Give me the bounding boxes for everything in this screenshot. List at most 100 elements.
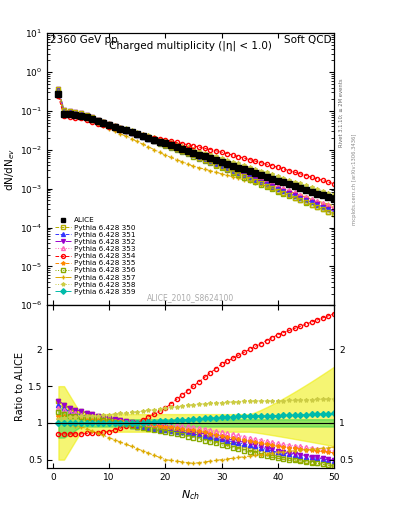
Pythia 6.428 354: [286, 167, 291, 174]
Pythia 6.428 355: [332, 205, 336, 211]
Line: Pythia 6.428 358: Pythia 6.428 358: [56, 91, 336, 197]
Pythia 6.428 358: [208, 151, 213, 157]
Pythia 6.428 357: [202, 166, 207, 172]
Pythia 6.428 358: [292, 179, 297, 185]
Pythia 6.428 355: [275, 184, 280, 190]
Pythia 6.428 350: [107, 121, 111, 127]
Pythia 6.428 351: [230, 167, 235, 174]
ALICE: [112, 124, 117, 130]
Pythia 6.428 352: [309, 199, 314, 205]
Pythia 6.428 350: [208, 159, 213, 165]
Pythia 6.428 355: [208, 158, 213, 164]
Pythia 6.428 350: [67, 108, 72, 114]
ALICE: [185, 148, 190, 154]
Pythia 6.428 358: [129, 127, 134, 133]
Pythia 6.428 354: [140, 132, 145, 138]
Pythia 6.428 353: [213, 159, 218, 165]
Pythia 6.428 355: [90, 115, 95, 121]
Pythia 6.428 355: [326, 203, 331, 209]
ALICE: [208, 155, 213, 161]
Pythia 6.428 351: [281, 188, 286, 195]
Pythia 6.428 352: [174, 145, 179, 152]
ALICE: [62, 111, 66, 117]
Pythia 6.428 351: [107, 121, 111, 127]
Line: Pythia 6.428 356: Pythia 6.428 356: [56, 89, 336, 216]
Pythia 6.428 353: [253, 174, 258, 180]
Pythia 6.428 350: [157, 140, 162, 146]
Pythia 6.428 358: [101, 118, 106, 124]
Pythia 6.428 359: [270, 174, 275, 180]
Pythia 6.428 350: [281, 190, 286, 196]
Pythia 6.428 353: [247, 172, 252, 178]
Pythia 6.428 355: [135, 131, 140, 137]
Pythia 6.428 356: [242, 175, 246, 181]
Pythia 6.428 357: [67, 112, 72, 118]
Pythia 6.428 352: [107, 121, 111, 127]
Pythia 6.428 351: [247, 174, 252, 180]
ALICE: [259, 172, 263, 178]
Pythia 6.428 353: [163, 141, 168, 147]
Pythia 6.428 352: [281, 188, 286, 194]
Pythia 6.428 354: [320, 177, 325, 183]
Pythia 6.428 350: [79, 110, 83, 116]
Pythia 6.428 353: [202, 155, 207, 161]
Pythia 6.428 357: [180, 159, 185, 165]
Pythia 6.428 351: [332, 208, 336, 215]
Pythia 6.428 359: [315, 188, 320, 195]
Pythia 6.428 351: [320, 204, 325, 210]
Pythia 6.428 357: [73, 113, 78, 119]
Pythia 6.428 358: [196, 147, 201, 154]
Pythia 6.428 351: [157, 140, 162, 146]
Pythia 6.428 356: [320, 206, 325, 212]
Pythia 6.428 353: [73, 110, 78, 116]
ALICE: [219, 159, 224, 165]
Pythia 6.428 358: [286, 177, 291, 183]
Text: mcplots.cern.ch [arXiv:1306.3436]: mcplots.cern.ch [arXiv:1306.3436]: [352, 134, 357, 225]
Pythia 6.428 351: [152, 138, 156, 144]
Pythia 6.428 350: [259, 180, 263, 186]
Pythia 6.428 351: [169, 144, 173, 151]
Pythia 6.428 358: [84, 113, 89, 119]
Pythia 6.428 354: [230, 152, 235, 158]
Pythia 6.428 355: [101, 119, 106, 125]
Pythia 6.428 357: [191, 163, 196, 169]
Pythia 6.428 356: [146, 136, 151, 142]
Pythia 6.428 353: [84, 113, 89, 119]
Pythia 6.428 354: [73, 115, 78, 121]
Pythia 6.428 351: [174, 146, 179, 153]
Pythia 6.428 354: [315, 176, 320, 182]
Pythia 6.428 356: [56, 88, 61, 94]
Pythia 6.428 355: [152, 137, 156, 143]
Pythia 6.428 350: [298, 197, 303, 203]
Pythia 6.428 352: [135, 131, 140, 137]
ALICE: [79, 113, 83, 119]
Pythia 6.428 350: [174, 146, 179, 152]
Pythia 6.428 353: [236, 167, 241, 174]
Text: Soft QCD: Soft QCD: [284, 35, 331, 45]
Pythia 6.428 358: [157, 136, 162, 142]
Pythia 6.428 351: [292, 193, 297, 199]
Pythia 6.428 352: [213, 161, 218, 167]
ALICE: [253, 170, 258, 176]
Pythia 6.428 351: [208, 159, 213, 165]
Pythia 6.428 355: [242, 171, 246, 177]
Pythia 6.428 352: [62, 107, 66, 113]
Pythia 6.428 355: [140, 133, 145, 139]
Pythia 6.428 351: [286, 190, 291, 197]
Pythia 6.428 354: [191, 143, 196, 149]
Pythia 6.428 359: [275, 176, 280, 182]
Line: Pythia 6.428 351: Pythia 6.428 351: [56, 88, 336, 214]
Legend: ALICE, Pythia 6.428 350, Pythia 6.428 351, Pythia 6.428 352, Pythia 6.428 353, P: ALICE, Pythia 6.428 350, Pythia 6.428 35…: [53, 216, 137, 296]
Pythia 6.428 355: [298, 193, 303, 199]
Pythia 6.428 352: [320, 203, 325, 209]
X-axis label: $N_{ch}$: $N_{ch}$: [181, 488, 200, 502]
Pythia 6.428 357: [264, 183, 269, 189]
Pythia 6.428 359: [303, 185, 308, 191]
Pythia 6.428 356: [225, 167, 230, 174]
Pythia 6.428 356: [196, 156, 201, 162]
Pythia 6.428 359: [236, 163, 241, 169]
Pythia 6.428 353: [275, 183, 280, 189]
Pythia 6.428 359: [62, 111, 66, 117]
Pythia 6.428 353: [101, 119, 106, 125]
Pythia 6.428 351: [259, 179, 263, 185]
